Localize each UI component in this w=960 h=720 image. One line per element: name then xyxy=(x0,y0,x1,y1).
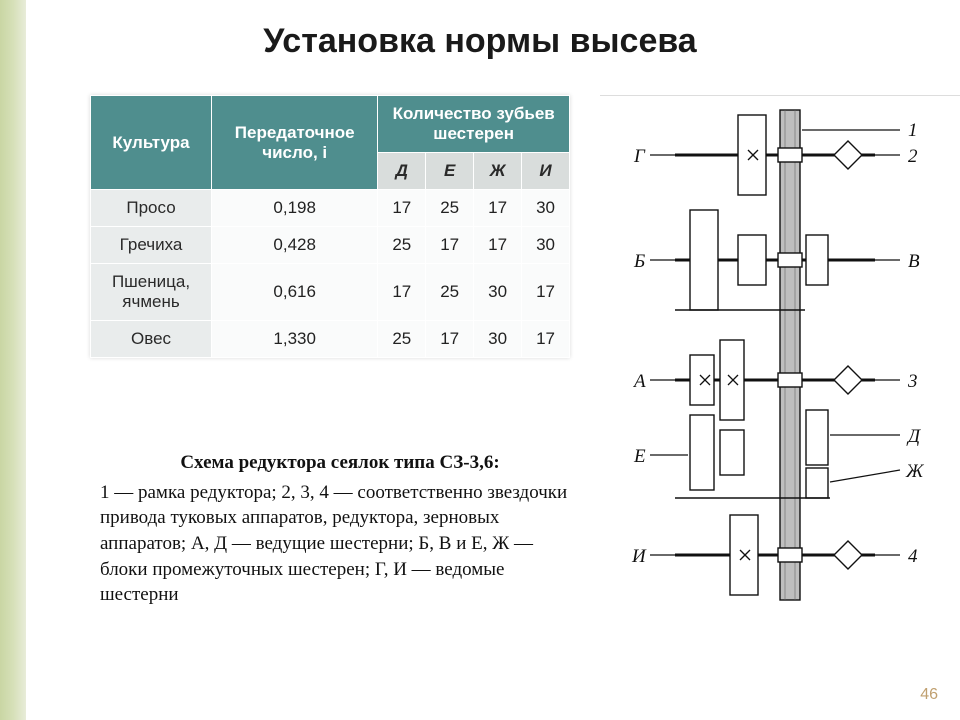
caption-body: 1 — рамка редуктора; 2, 3, 4 — соответст… xyxy=(100,480,580,608)
label-I: И xyxy=(631,546,647,567)
cell: 17 xyxy=(474,227,522,264)
label-E: Е xyxy=(633,446,646,467)
cell: 30 xyxy=(522,227,570,264)
cell: 0,428 xyxy=(212,227,378,264)
label-1: 1 xyxy=(908,120,918,141)
cell: 0,198 xyxy=(212,190,378,227)
cell: 17 xyxy=(426,321,474,358)
page-number: 46 xyxy=(920,686,938,704)
table-row: Просо 0,198 17 25 17 30 xyxy=(91,190,570,227)
subcol-e: Е xyxy=(426,153,474,190)
row-name: Овес xyxy=(91,321,212,358)
divider xyxy=(600,95,960,96)
cell: 17 xyxy=(522,264,570,321)
label-V: В xyxy=(908,251,920,272)
cell: 17 xyxy=(378,190,426,227)
cell: 17 xyxy=(426,227,474,264)
cell: 30 xyxy=(474,264,522,321)
page-title: Установка нормы высева xyxy=(0,22,960,61)
table-wrapper: Культура Передаточное число, i Количеств… xyxy=(90,95,570,358)
label-G: Г xyxy=(633,146,646,167)
subcol-zh: Ж xyxy=(474,153,522,190)
seeding-table: Культура Передаточное число, i Количеств… xyxy=(90,95,570,358)
cell: 30 xyxy=(474,321,522,358)
cell: 30 xyxy=(522,190,570,227)
cell: 17 xyxy=(522,321,570,358)
cell: 25 xyxy=(378,227,426,264)
label-B: Б xyxy=(633,251,645,272)
col-ratio: Передаточное число, i xyxy=(212,96,378,190)
cell: 25 xyxy=(426,190,474,227)
col-culture: Культура xyxy=(91,96,212,190)
cell: 25 xyxy=(426,264,474,321)
cell: 0,616 xyxy=(212,264,378,321)
cell: 25 xyxy=(378,321,426,358)
cell: 17 xyxy=(474,190,522,227)
label-D: Д xyxy=(906,426,921,447)
table-row: Овес 1,330 25 17 30 17 xyxy=(91,321,570,358)
col-gear-count: Количество зубьев шестерен xyxy=(378,96,570,153)
caption-block: Схема редуктора сеялок типа СЗ-3,6: 1 — … xyxy=(100,450,580,608)
caption-title: Схема редуктора сеялок типа СЗ-3,6: xyxy=(100,450,580,476)
table-row: Гречиха 0,428 25 17 17 30 xyxy=(91,227,570,264)
reducer-diagram: Г Б А Е И 1 2 В 3 Д Ж 4 xyxy=(620,100,930,605)
cell: 1,330 xyxy=(212,321,378,358)
row-name: Гречиха xyxy=(91,227,212,264)
side-accent xyxy=(0,0,26,720)
cell: 17 xyxy=(378,264,426,321)
label-4: 4 xyxy=(908,546,918,567)
table-row: Пшеница, ячмень 0,616 17 25 30 17 xyxy=(91,264,570,321)
label-Zh: Ж xyxy=(905,461,925,482)
subcol-i: И xyxy=(522,153,570,190)
row-name: Пшеница, ячмень xyxy=(91,264,212,321)
row-name: Просо xyxy=(91,190,212,227)
label-2: 2 xyxy=(908,146,918,167)
label-3: 3 xyxy=(907,371,918,392)
subcol-d: Д xyxy=(378,153,426,190)
label-A: А xyxy=(632,371,646,392)
